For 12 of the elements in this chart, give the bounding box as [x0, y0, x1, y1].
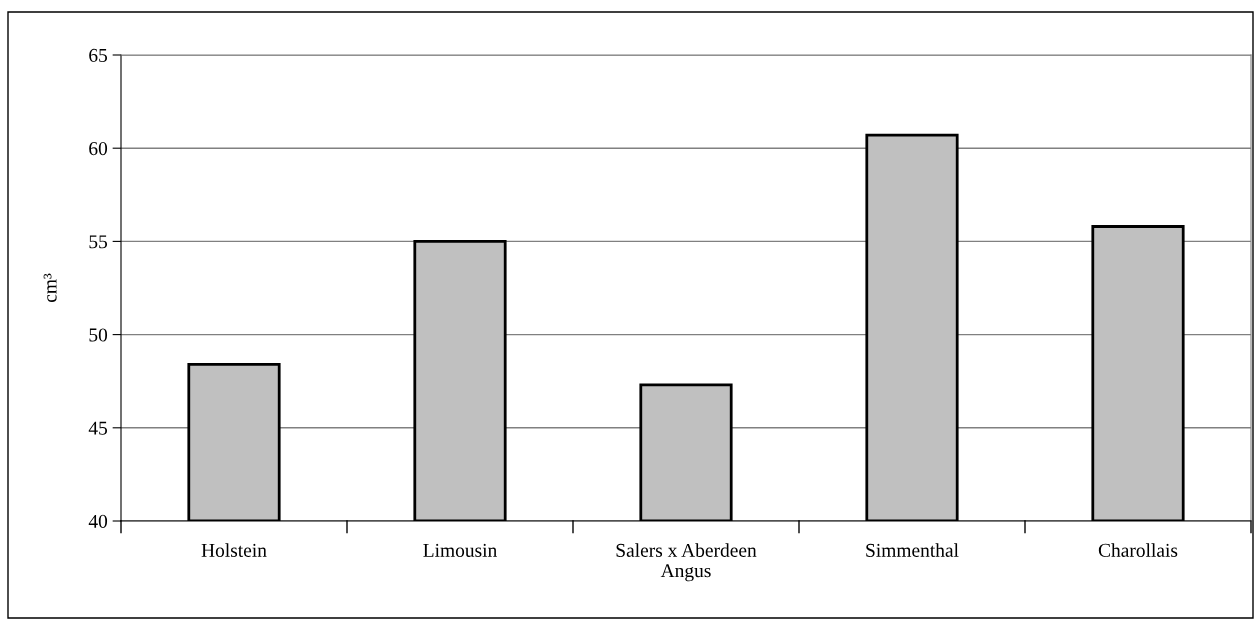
y-tick-label: 50: [89, 328, 108, 342]
x-tick-label: Salers x Aberdeen Angus: [616, 543, 757, 582]
x-tick-label: Holstein: [201, 543, 267, 557]
x-tick-label: Limousin: [423, 543, 497, 557]
y-tick-label: 55: [89, 235, 108, 249]
y-tick-label: 65: [89, 48, 108, 62]
x-tick-label: Simmenthal: [866, 543, 959, 557]
y-axis-title: cm³: [43, 273, 57, 303]
x-tick-label: Charollais: [1098, 543, 1178, 557]
y-tick-label: 60: [89, 142, 108, 156]
y-tick-label: 40: [88, 514, 108, 528]
y-tick-label: 45: [88, 421, 108, 435]
